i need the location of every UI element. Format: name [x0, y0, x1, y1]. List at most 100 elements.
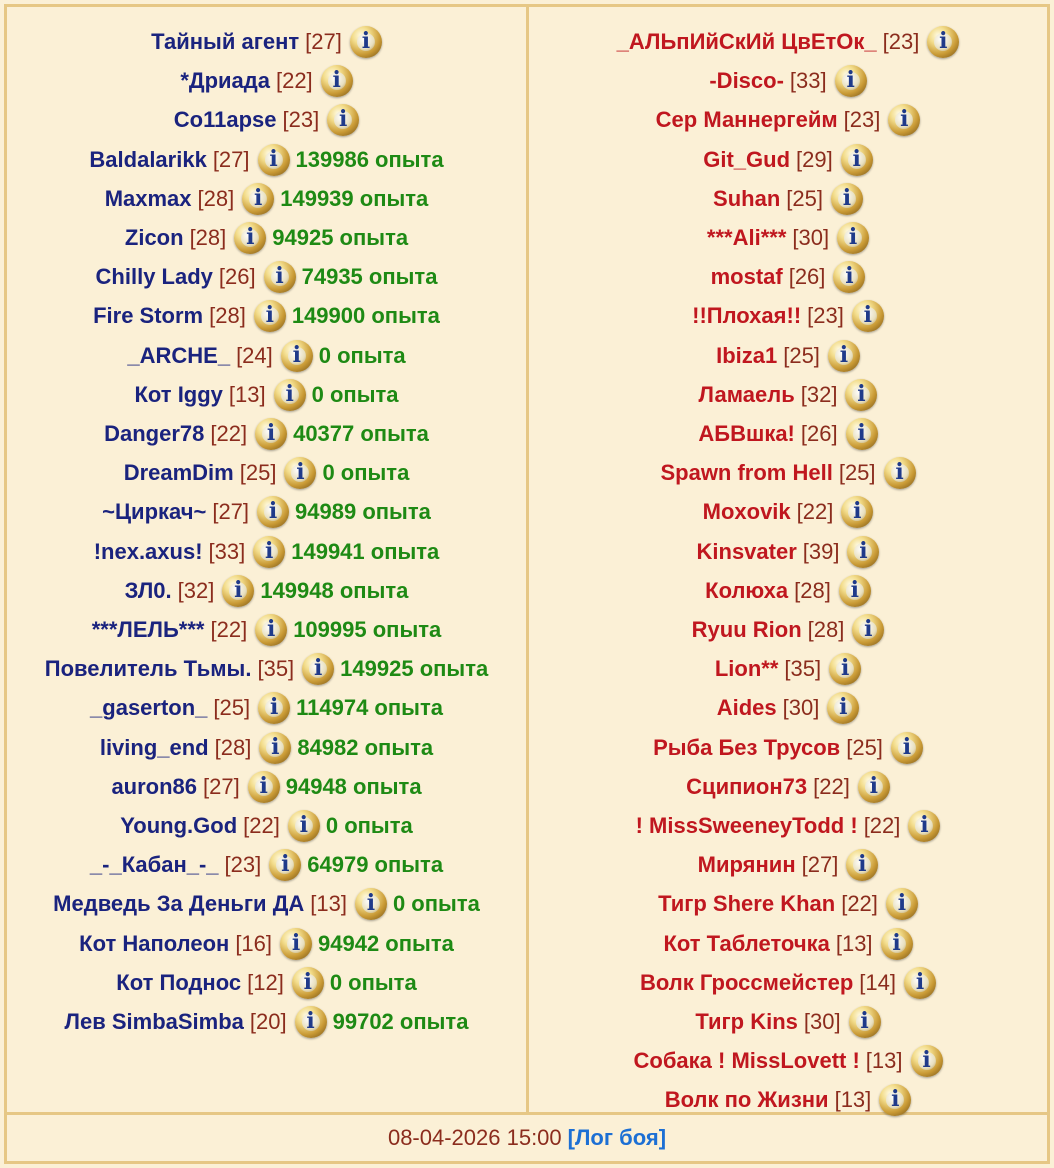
player-name[interactable]: Git_Gud	[703, 146, 791, 172]
info-icon[interactable]	[840, 143, 873, 176]
info-icon[interactable]	[830, 182, 863, 215]
player-name[interactable]: Кот Наполеон	[79, 930, 230, 956]
info-icon[interactable]	[847, 535, 880, 568]
player-name[interactable]: Тигр Kins	[695, 1009, 798, 1034]
player-name[interactable]: -Disco-	[709, 68, 784, 94]
player-name[interactable]: АБВшка!	[698, 421, 795, 446]
player-name[interactable]: Сер Маннергейм	[655, 107, 838, 133]
player-name[interactable]: mostaf	[710, 264, 783, 290]
player-name[interactable]: Волк по Жизни	[664, 1087, 829, 1113]
info-icon[interactable]	[827, 339, 860, 372]
player-name[interactable]: Тайный агент	[151, 29, 300, 54]
player-name[interactable]: Колюха	[705, 577, 789, 603]
info-icon[interactable]	[269, 849, 302, 882]
info-icon[interactable]	[284, 457, 317, 490]
player-name[interactable]: ЗЛ0.	[124, 577, 172, 603]
player-name[interactable]: Кот Таблеточка	[663, 930, 830, 956]
player-name[interactable]: Повелитель Тьмы.	[44, 656, 252, 682]
info-icon[interactable]	[242, 182, 275, 215]
info-icon[interactable]	[883, 457, 916, 490]
info-icon[interactable]	[354, 888, 387, 921]
player-name[interactable]: ! MissSweeneyTodd !	[635, 813, 858, 838]
info-icon[interactable]	[908, 810, 941, 842]
player-name[interactable]: _gaserton_	[90, 695, 208, 721]
player-name[interactable]: Ryuu Rion	[691, 617, 802, 642]
player-name[interactable]: living_end	[99, 734, 209, 760]
info-icon[interactable]	[838, 574, 871, 607]
info-icon[interactable]	[320, 65, 353, 98]
info-icon[interactable]	[234, 222, 267, 254]
player-name[interactable]: Кот Iggy	[134, 381, 223, 407]
info-icon[interactable]	[848, 1006, 881, 1038]
info-icon[interactable]	[280, 927, 313, 960]
player-name[interactable]: Собака ! MissLovett !	[633, 1048, 860, 1074]
info-icon[interactable]	[247, 770, 280, 803]
player-name[interactable]: Ibiza1	[716, 342, 778, 368]
info-icon[interactable]	[845, 378, 878, 411]
info-icon[interactable]	[927, 26, 960, 58]
info-icon[interactable]	[880, 927, 913, 960]
player-name[interactable]: _-_Кабан_-_	[89, 852, 219, 878]
player-name[interactable]: auron86	[111, 773, 198, 799]
player-name[interactable]: DreamDim	[123, 460, 234, 486]
info-icon[interactable]	[885, 888, 918, 921]
info-icon[interactable]	[837, 222, 870, 254]
player-name[interactable]: *Дриада	[180, 68, 270, 94]
info-icon[interactable]	[258, 692, 291, 725]
player-name[interactable]: Ламаель	[698, 381, 795, 407]
info-icon[interactable]	[257, 143, 290, 176]
info-icon[interactable]	[910, 1045, 943, 1078]
info-icon[interactable]	[255, 418, 288, 450]
player-name[interactable]: Лев SimbaSimba	[64, 1009, 244, 1034]
player-name[interactable]: Co11apse	[173, 107, 277, 133]
info-icon[interactable]	[833, 261, 866, 294]
info-icon[interactable]	[291, 966, 324, 999]
info-icon[interactable]	[349, 26, 382, 58]
player-name[interactable]: Волк Гроссмейстер	[640, 969, 854, 995]
player-name[interactable]: Кот Поднос	[116, 969, 242, 995]
player-name[interactable]: ~Циркач~	[102, 499, 207, 525]
info-icon[interactable]	[827, 692, 860, 725]
player-name[interactable]: !nex.axus!	[93, 538, 203, 564]
player-name[interactable]: _АЛЬпИйСкИй ЦвЕтОк_	[616, 29, 877, 54]
player-name[interactable]: Сципион73	[686, 773, 808, 799]
player-name[interactable]: Suhan	[713, 185, 781, 211]
info-icon[interactable]	[879, 1084, 912, 1117]
player-name[interactable]: ***ЛЕЛЬ***	[91, 617, 205, 642]
player-name[interactable]: Baldalarikk	[89, 146, 207, 172]
info-icon[interactable]	[253, 535, 286, 568]
player-name[interactable]: Moxovik	[702, 499, 791, 525]
player-name[interactable]: Aides	[716, 695, 777, 721]
player-name[interactable]: Тигр Shere Khan	[658, 891, 836, 917]
player-name[interactable]: Медведь За Деньги ДА	[53, 891, 305, 917]
info-icon[interactable]	[829, 653, 862, 686]
player-name[interactable]: !!Плохая!!	[692, 303, 802, 329]
info-icon[interactable]	[904, 966, 936, 999]
player-name[interactable]: Spawn from Hell	[660, 460, 833, 486]
player-name[interactable]: _ARCHE_	[127, 342, 231, 368]
player-name[interactable]: Lion**	[714, 656, 779, 682]
info-icon[interactable]	[846, 849, 879, 882]
info-icon[interactable]	[327, 104, 360, 137]
player-name[interactable]: ***Ali***	[706, 225, 787, 250]
info-icon[interactable]	[302, 653, 335, 686]
info-icon[interactable]	[259, 731, 292, 764]
info-icon[interactable]	[222, 574, 255, 607]
info-icon[interactable]	[888, 104, 921, 137]
player-name[interactable]: Maxmax	[104, 185, 192, 211]
battle-log-link[interactable]: [Лог боя]	[567, 1125, 667, 1150]
info-icon[interactable]	[841, 496, 874, 529]
info-icon[interactable]	[255, 614, 288, 646]
info-icon[interactable]	[263, 261, 296, 294]
info-icon[interactable]	[294, 1006, 327, 1038]
info-icon[interactable]	[852, 614, 885, 646]
player-name[interactable]: Мирянин	[697, 852, 796, 878]
player-name[interactable]: Kinsvater	[696, 538, 797, 564]
player-name[interactable]: Fire Storm	[93, 303, 204, 329]
player-name[interactable]: Zicon	[124, 225, 184, 250]
info-icon[interactable]	[257, 496, 290, 529]
info-icon[interactable]	[890, 731, 923, 764]
player-name[interactable]: Chilly Lady	[95, 264, 213, 290]
info-icon[interactable]	[834, 65, 867, 98]
info-icon[interactable]	[273, 378, 306, 411]
